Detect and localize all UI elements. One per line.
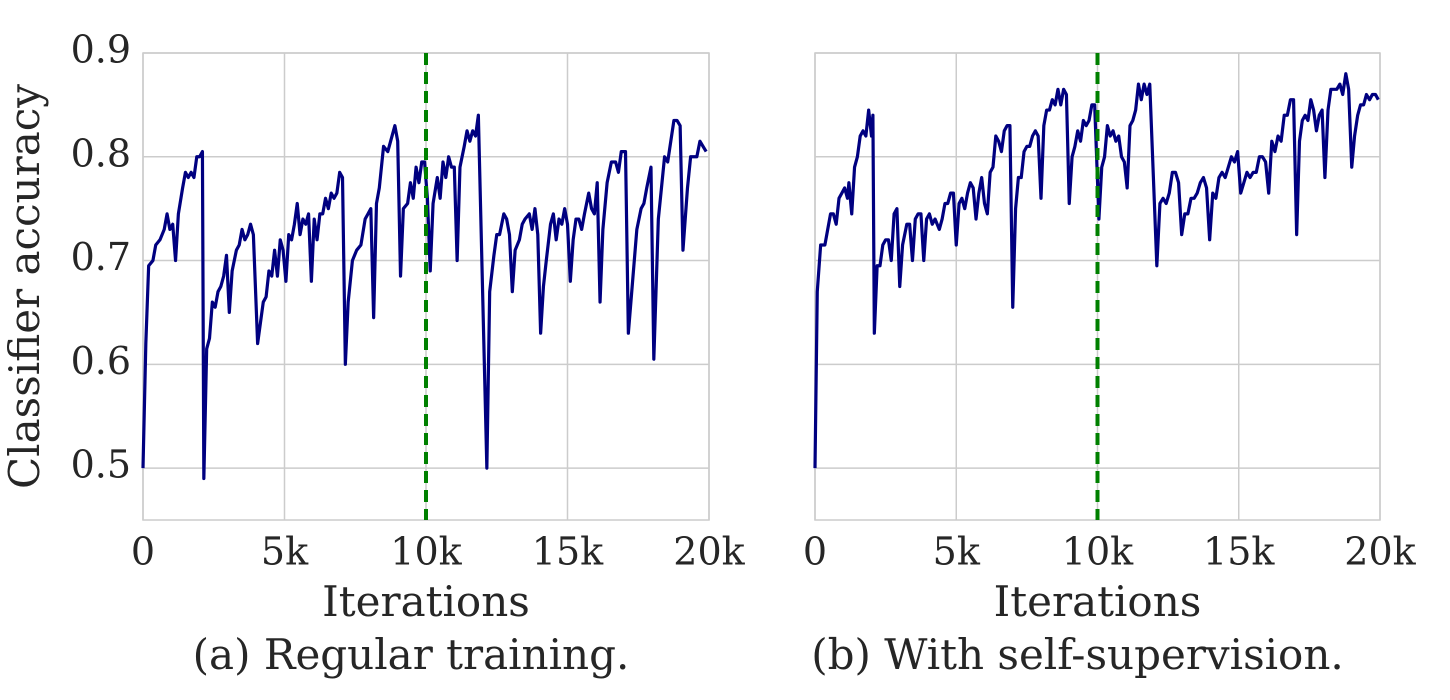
x-tick-label: 10k	[390, 530, 462, 574]
x-axis-label: Iterations	[322, 577, 530, 626]
x-tick-label: 0	[803, 530, 827, 574]
y-tick-label: 0.7	[71, 235, 131, 279]
x-tick-label: 20k	[673, 530, 745, 574]
data-line	[813, 72, 1380, 469]
subplot-caption: (b) With self-supervision.	[811, 630, 1344, 679]
subplot: 0.5 0.6 0.7 0.8 0.9 0 5k 10k 15k 20k Iterations Cla…	[0, 28, 746, 680]
data-line	[141, 113, 708, 481]
x-tick-label: 5k	[261, 530, 309, 574]
x-tick-label: 20k	[1344, 530, 1416, 574]
subplot-caption: (a) Regular training.	[193, 630, 630, 679]
x-tick-label: 15k	[532, 530, 604, 574]
x-tick-label: 15k	[1203, 530, 1275, 574]
y-tick-label: 0.9	[71, 28, 131, 72]
x-axis-label: Iterations	[994, 577, 1202, 626]
y-axis-label: Classifier accuracy	[0, 84, 49, 489]
y-tick-label: 0.6	[71, 339, 131, 383]
x-tick-label: 5k	[933, 530, 981, 574]
x-tick-label: 10k	[1062, 530, 1134, 574]
y-tick-label: 0.5	[71, 443, 131, 487]
subplot: 0 5k 10k 15k 20k Iterations(b) With self-supe…	[803, 52, 1417, 679]
x-tick-label: 0	[131, 530, 155, 574]
y-tick-label: 0.8	[71, 131, 131, 175]
